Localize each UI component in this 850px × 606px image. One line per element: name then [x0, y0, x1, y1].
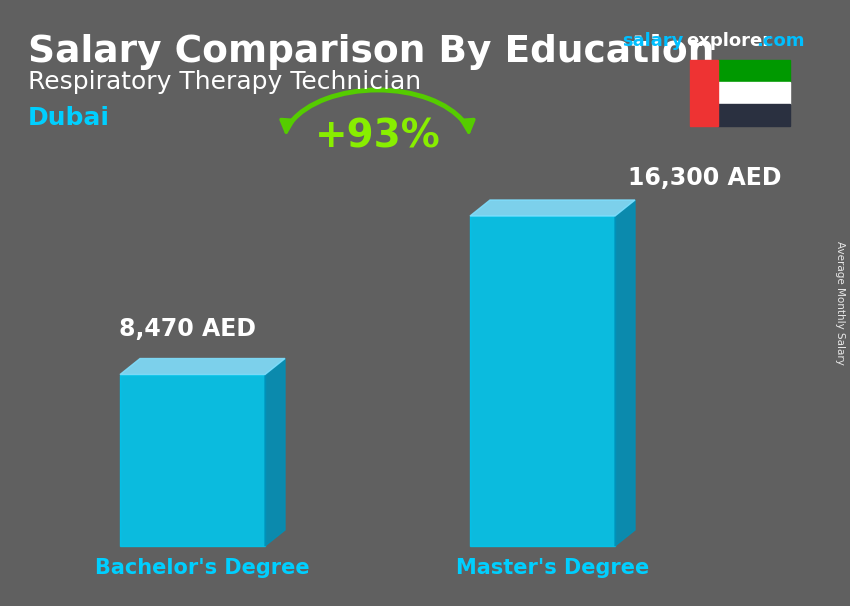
Text: Salary Comparison By Education: Salary Comparison By Education	[28, 34, 714, 70]
Text: Dubai: Dubai	[28, 106, 110, 130]
Bar	[718, 60, 790, 82]
Text: salary: salary	[622, 32, 683, 50]
Text: Bachelor's Degree: Bachelor's Degree	[95, 558, 309, 578]
Polygon shape	[120, 359, 285, 375]
Polygon shape	[470, 200, 635, 216]
Polygon shape	[470, 216, 615, 546]
Text: 8,470 AED: 8,470 AED	[119, 316, 256, 341]
Polygon shape	[265, 359, 285, 546]
Text: Average Monthly Salary: Average Monthly Salary	[835, 241, 845, 365]
Bar	[690, 60, 718, 126]
Text: +93%: +93%	[314, 118, 440, 156]
Text: .com: .com	[756, 32, 804, 50]
Bar	[718, 104, 790, 126]
Text: Master's Degree: Master's Degree	[456, 558, 649, 578]
Polygon shape	[120, 375, 265, 546]
Text: 16,300 AED: 16,300 AED	[628, 166, 782, 190]
Bar	[718, 82, 790, 104]
Polygon shape	[615, 200, 635, 546]
Text: Respiratory Therapy Technician: Respiratory Therapy Technician	[28, 70, 421, 94]
Text: explorer: explorer	[686, 32, 771, 50]
